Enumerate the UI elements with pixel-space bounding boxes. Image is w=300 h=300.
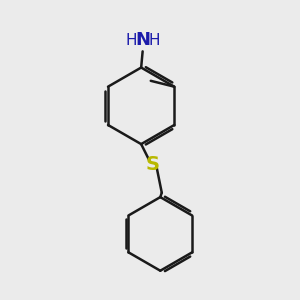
Text: H: H	[126, 33, 137, 48]
Text: S: S	[146, 154, 160, 174]
Text: N: N	[135, 31, 150, 49]
Text: H: H	[148, 33, 160, 48]
